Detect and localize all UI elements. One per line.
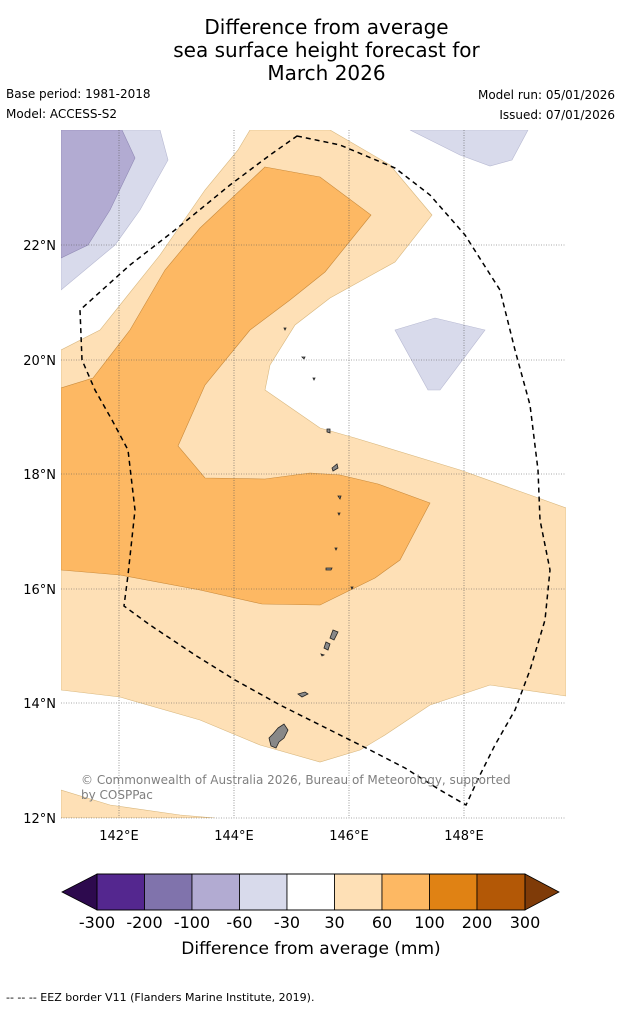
colorbar: -300 -200 -100 -60 -30 30 60 100 200 300… (61, 873, 560, 959)
cb-tick-minus100: -100 (174, 913, 210, 932)
lat-label-12: 12°N (23, 812, 56, 827)
lon-label-148: 148°E (444, 829, 484, 844)
lat-axis-labels: 22°N 20°N 18°N 16°N 14°N 12°N (23, 239, 56, 827)
colorbar-extend-high (524, 873, 560, 911)
copyright-line-2: by COSPPac (81, 788, 153, 802)
island-aguijan (320, 653, 326, 657)
cb-tick-plus60: 60 (372, 913, 392, 932)
colorbar-segment-3 (191, 873, 240, 911)
copyright-notice: © Commonwealth of Australia 2026, Bureau… (81, 773, 511, 802)
island-rota (297, 691, 309, 698)
colorbar-segment-2 (144, 873, 193, 911)
island-farallon (283, 327, 287, 331)
gridlines (61, 130, 566, 819)
island-anatahan (325, 567, 333, 571)
contour-minus30-ne (409, 130, 529, 167)
base-period-label: Base period: 1981-2018 (6, 87, 151, 101)
island-pagan (331, 463, 339, 472)
eez-border (79, 135, 551, 807)
colorbar-tick-labels: -300 -200 -100 -60 -30 30 60 100 200 300 (79, 913, 540, 932)
island-sarigan (334, 547, 338, 551)
cb-tick-minus60: -60 (226, 913, 252, 932)
cb-tick-plus200: 200 (462, 913, 493, 932)
cb-tick-plus30: 30 (324, 913, 344, 932)
colorbar-segment-1 (96, 873, 145, 911)
lon-label-142: 142°E (99, 829, 139, 844)
cb-tick-plus300: 300 (510, 913, 541, 932)
contour-minus60-nw (61, 130, 136, 259)
cb-tick-minus30: -30 (274, 913, 300, 932)
colorbar-segment-9 (476, 873, 526, 911)
map-title: Difference from average sea surface heig… (0, 16, 621, 85)
lat-label-20: 20°N (23, 354, 56, 369)
island-saipan (329, 629, 339, 641)
colorbar-segment-7 (381, 873, 430, 911)
lat-label-16: 16°N (23, 583, 56, 598)
title-line-1: Difference from average (204, 15, 449, 39)
contour-plus60-main (61, 166, 431, 606)
colorbar-outline (96, 873, 526, 911)
contour-plus30-south (61, 789, 216, 818)
lat-label-18: 18°N (23, 468, 56, 483)
island-asuncion (312, 377, 316, 381)
island-agrihan (326, 428, 331, 434)
cb-tick-minus300: -300 (79, 913, 115, 932)
island-guguan (337, 512, 341, 516)
islands (268, 327, 354, 749)
island-guam (268, 723, 289, 749)
island-tinian (323, 641, 331, 651)
lon-axis-labels: 142°E 144°E 146°E 148°E (99, 829, 484, 844)
model-run-label: Model run: 05/01/2026 (477, 88, 615, 102)
colorbar-segment-4 (239, 873, 288, 911)
island-medinilla (350, 586, 354, 590)
cb-tick-plus100: 100 (414, 913, 445, 932)
title-line-2: sea surface height forecast for (173, 38, 480, 62)
island-alamagan (337, 495, 342, 500)
colorbar-segment-8 (429, 873, 478, 911)
lat-label-22: 22°N (23, 239, 56, 254)
contour-layer (61, 130, 566, 818)
colorbar-segment-6 (334, 873, 383, 911)
issued-label: Issued: 07/01/2026 (499, 108, 615, 122)
title-line-3: March 2026 (267, 61, 386, 85)
lon-label-144: 144°E (214, 829, 254, 844)
lon-label-146: 146°E (329, 829, 369, 844)
colorbar-extend-low (61, 873, 98, 911)
island-maug (301, 356, 306, 360)
cb-tick-minus200: -200 (126, 913, 162, 932)
lat-label-14: 14°N (23, 697, 56, 712)
contour-minus30-east (394, 317, 486, 391)
colorbar-label: Difference from average (mm) (181, 939, 440, 959)
colorbar-segment-5 (286, 873, 335, 911)
model-label: Model: ACCESS-S2 (6, 107, 118, 121)
copyright-line-1: © Commonwealth of Australia 2026, Bureau… (81, 773, 511, 787)
eez-legend: -- -- -- EEZ border V11 (Flanders Marine… (6, 991, 315, 1004)
